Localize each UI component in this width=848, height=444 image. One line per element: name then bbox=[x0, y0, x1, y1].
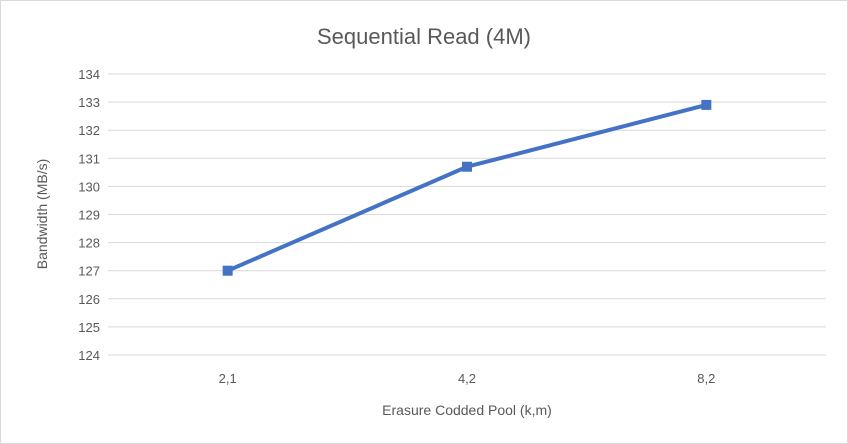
data-point-marker bbox=[701, 99, 712, 110]
y-tick-label: 129 bbox=[78, 208, 100, 223]
x-tick-label: 2,1 bbox=[219, 371, 237, 386]
data-point-marker bbox=[222, 265, 233, 276]
series-layer bbox=[222, 99, 712, 276]
y-tick-label: 133 bbox=[78, 95, 100, 110]
y-tick-label: 132 bbox=[78, 123, 100, 138]
x-axis-ticks: 2,1 4,2 8,2 bbox=[219, 371, 716, 386]
y-tick-label: 130 bbox=[78, 179, 100, 194]
y-tick-label: 127 bbox=[78, 264, 100, 279]
gridlines bbox=[108, 73, 826, 356]
y-axis-title: Bandwidth (MB/s) bbox=[34, 159, 50, 269]
y-tick-label: 126 bbox=[78, 292, 100, 307]
data-point-marker bbox=[462, 161, 472, 172]
chart-title: Sequential Read (4M) bbox=[317, 24, 531, 49]
y-tick-label: 124 bbox=[78, 348, 100, 363]
y-tick-label: 134 bbox=[78, 67, 100, 82]
x-tick-label: 8,2 bbox=[697, 371, 715, 386]
x-tick-label: 4,2 bbox=[458, 371, 476, 386]
y-tick-label: 125 bbox=[78, 320, 100, 335]
y-tick-label: 131 bbox=[78, 151, 100, 166]
x-axis-title: Erasure Codded Pool (k,m) bbox=[382, 402, 552, 418]
y-axis-ticks: 124 125 126 127 128 129 130 131 132 133 134 bbox=[78, 67, 100, 363]
y-tick-label: 128 bbox=[78, 236, 100, 251]
